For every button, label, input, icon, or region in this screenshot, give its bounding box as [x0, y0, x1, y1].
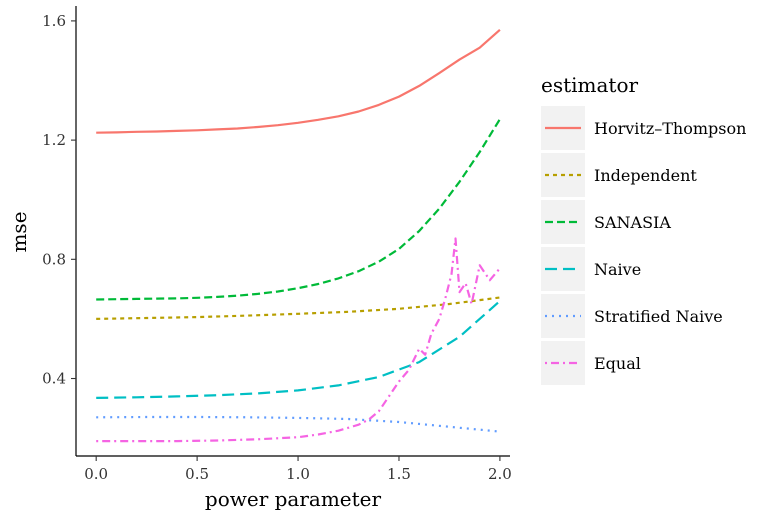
y-tick-label: 1.2 — [42, 131, 66, 149]
series-line-equal — [96, 237, 501, 443]
y-tick-label: 1.6 — [42, 12, 66, 30]
y-axis-ticks: 0.4 0.8 1.2 1.6 — [42, 12, 76, 388]
x-tick-label: 1.5 — [387, 465, 411, 483]
x-tick-label: 1.0 — [286, 465, 310, 483]
legend: estimator Horvitz–Thompson Independent SAN… — [541, 73, 746, 385]
y-tick-label: 0.4 — [42, 370, 66, 388]
plot-axes — [75, 6, 510, 457]
series-lines — [96, 28, 501, 443]
x-tick-label: 2.0 — [488, 465, 512, 483]
legend-key-box — [541, 294, 585, 338]
legend-title: estimator — [541, 73, 639, 97]
x-axis-ticks: 0.0 0.5 1.0 1.5 2.0 — [84, 456, 512, 483]
x-axis-title: power parameter — [205, 487, 382, 511]
legend-label: SANASIA — [594, 213, 671, 232]
legend-label: Naive — [594, 260, 641, 279]
x-tick-label: 0.0 — [84, 465, 108, 483]
y-axis-title: mse — [7, 211, 31, 252]
legend-label: Horvitz–Thompson — [594, 119, 746, 138]
x-tick-label: 0.5 — [185, 465, 209, 483]
series-line-naive — [96, 300, 501, 399]
series-line-stratified-naive — [96, 415, 501, 433]
legend-label: Equal — [594, 354, 641, 373]
y-tick-label: 0.8 — [42, 250, 66, 268]
series-line-sanasia — [96, 118, 501, 301]
legend-label: Stratified Naive — [594, 307, 723, 326]
legend-label: Independent — [594, 166, 697, 185]
series-line-horvitz-thompson — [96, 28, 501, 134]
series-line-independent — [96, 296, 501, 320]
